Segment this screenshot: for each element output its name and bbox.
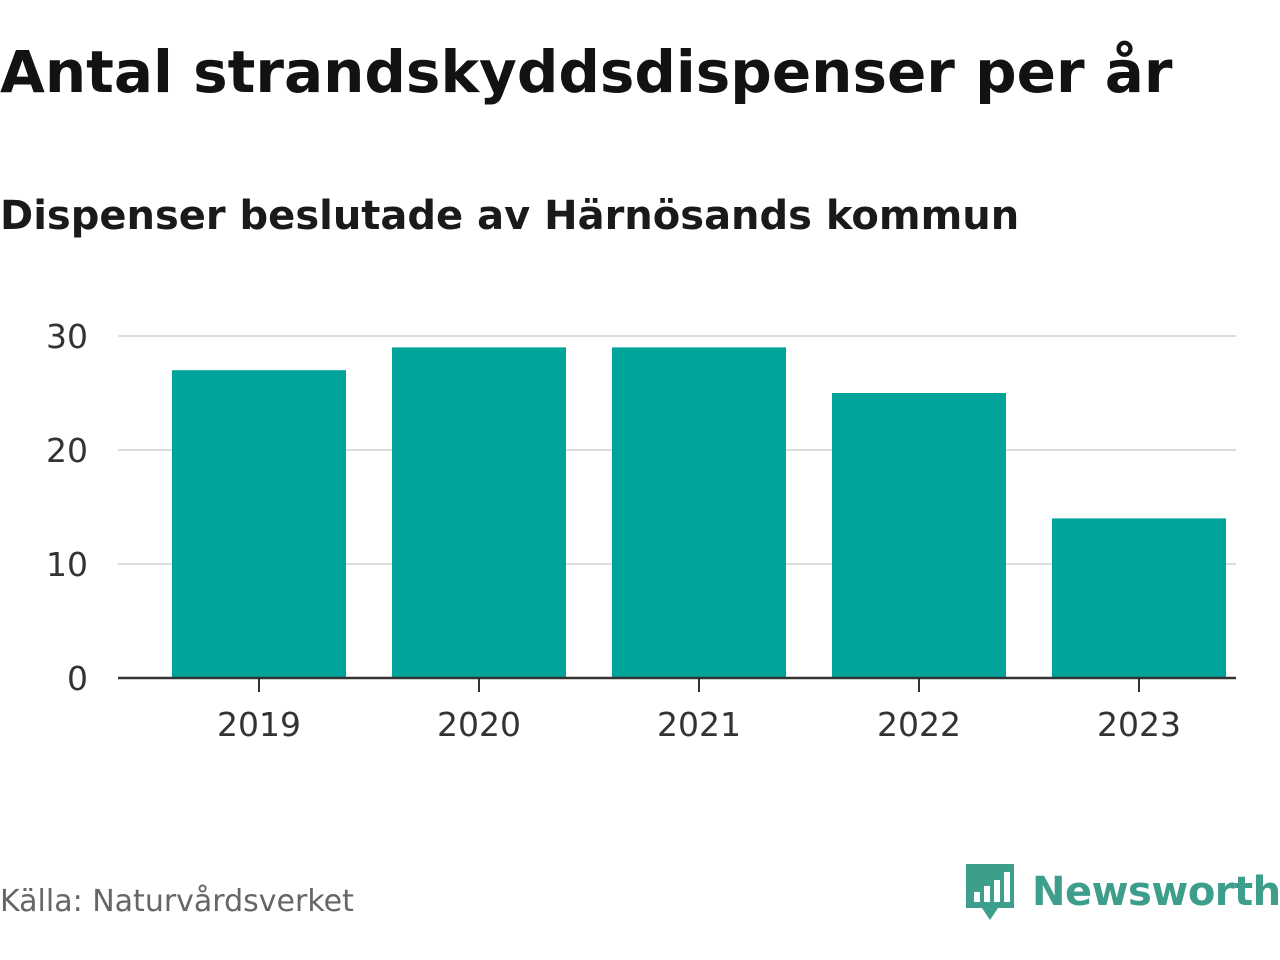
bar: [832, 393, 1006, 678]
chart-title: Antal strandskyddsdispenser per år: [0, 38, 1173, 106]
brand-name: Newsworthy: [1032, 869, 1280, 915]
bar: [172, 370, 346, 678]
x-tick-label: 2022: [877, 705, 961, 744]
x-tick-label: 2019: [217, 705, 301, 744]
bar-chart: 0 10 20 30 2019 2020 2021 2022 2023: [46, 317, 1236, 744]
source-note: Källa: Naturvårdsverket: [0, 884, 354, 919]
chart-subtitle: Dispenser beslutade av Härnösands kommun: [0, 193, 1020, 239]
y-tick-label: 0: [67, 659, 88, 698]
x-tick-label: 2021: [657, 705, 741, 744]
brand-logo: Newsworthy: [964, 862, 1280, 922]
newsworthy-logo-icon: [966, 864, 1014, 920]
y-tick-label: 20: [46, 431, 88, 470]
y-tick-label: 30: [46, 317, 88, 356]
x-tick-label: 2020: [437, 705, 521, 744]
bar: [1052, 518, 1226, 678]
bar: [392, 347, 566, 678]
x-tick-label: 2023: [1097, 705, 1181, 744]
bar: [612, 347, 786, 678]
y-tick-label: 10: [46, 545, 88, 584]
